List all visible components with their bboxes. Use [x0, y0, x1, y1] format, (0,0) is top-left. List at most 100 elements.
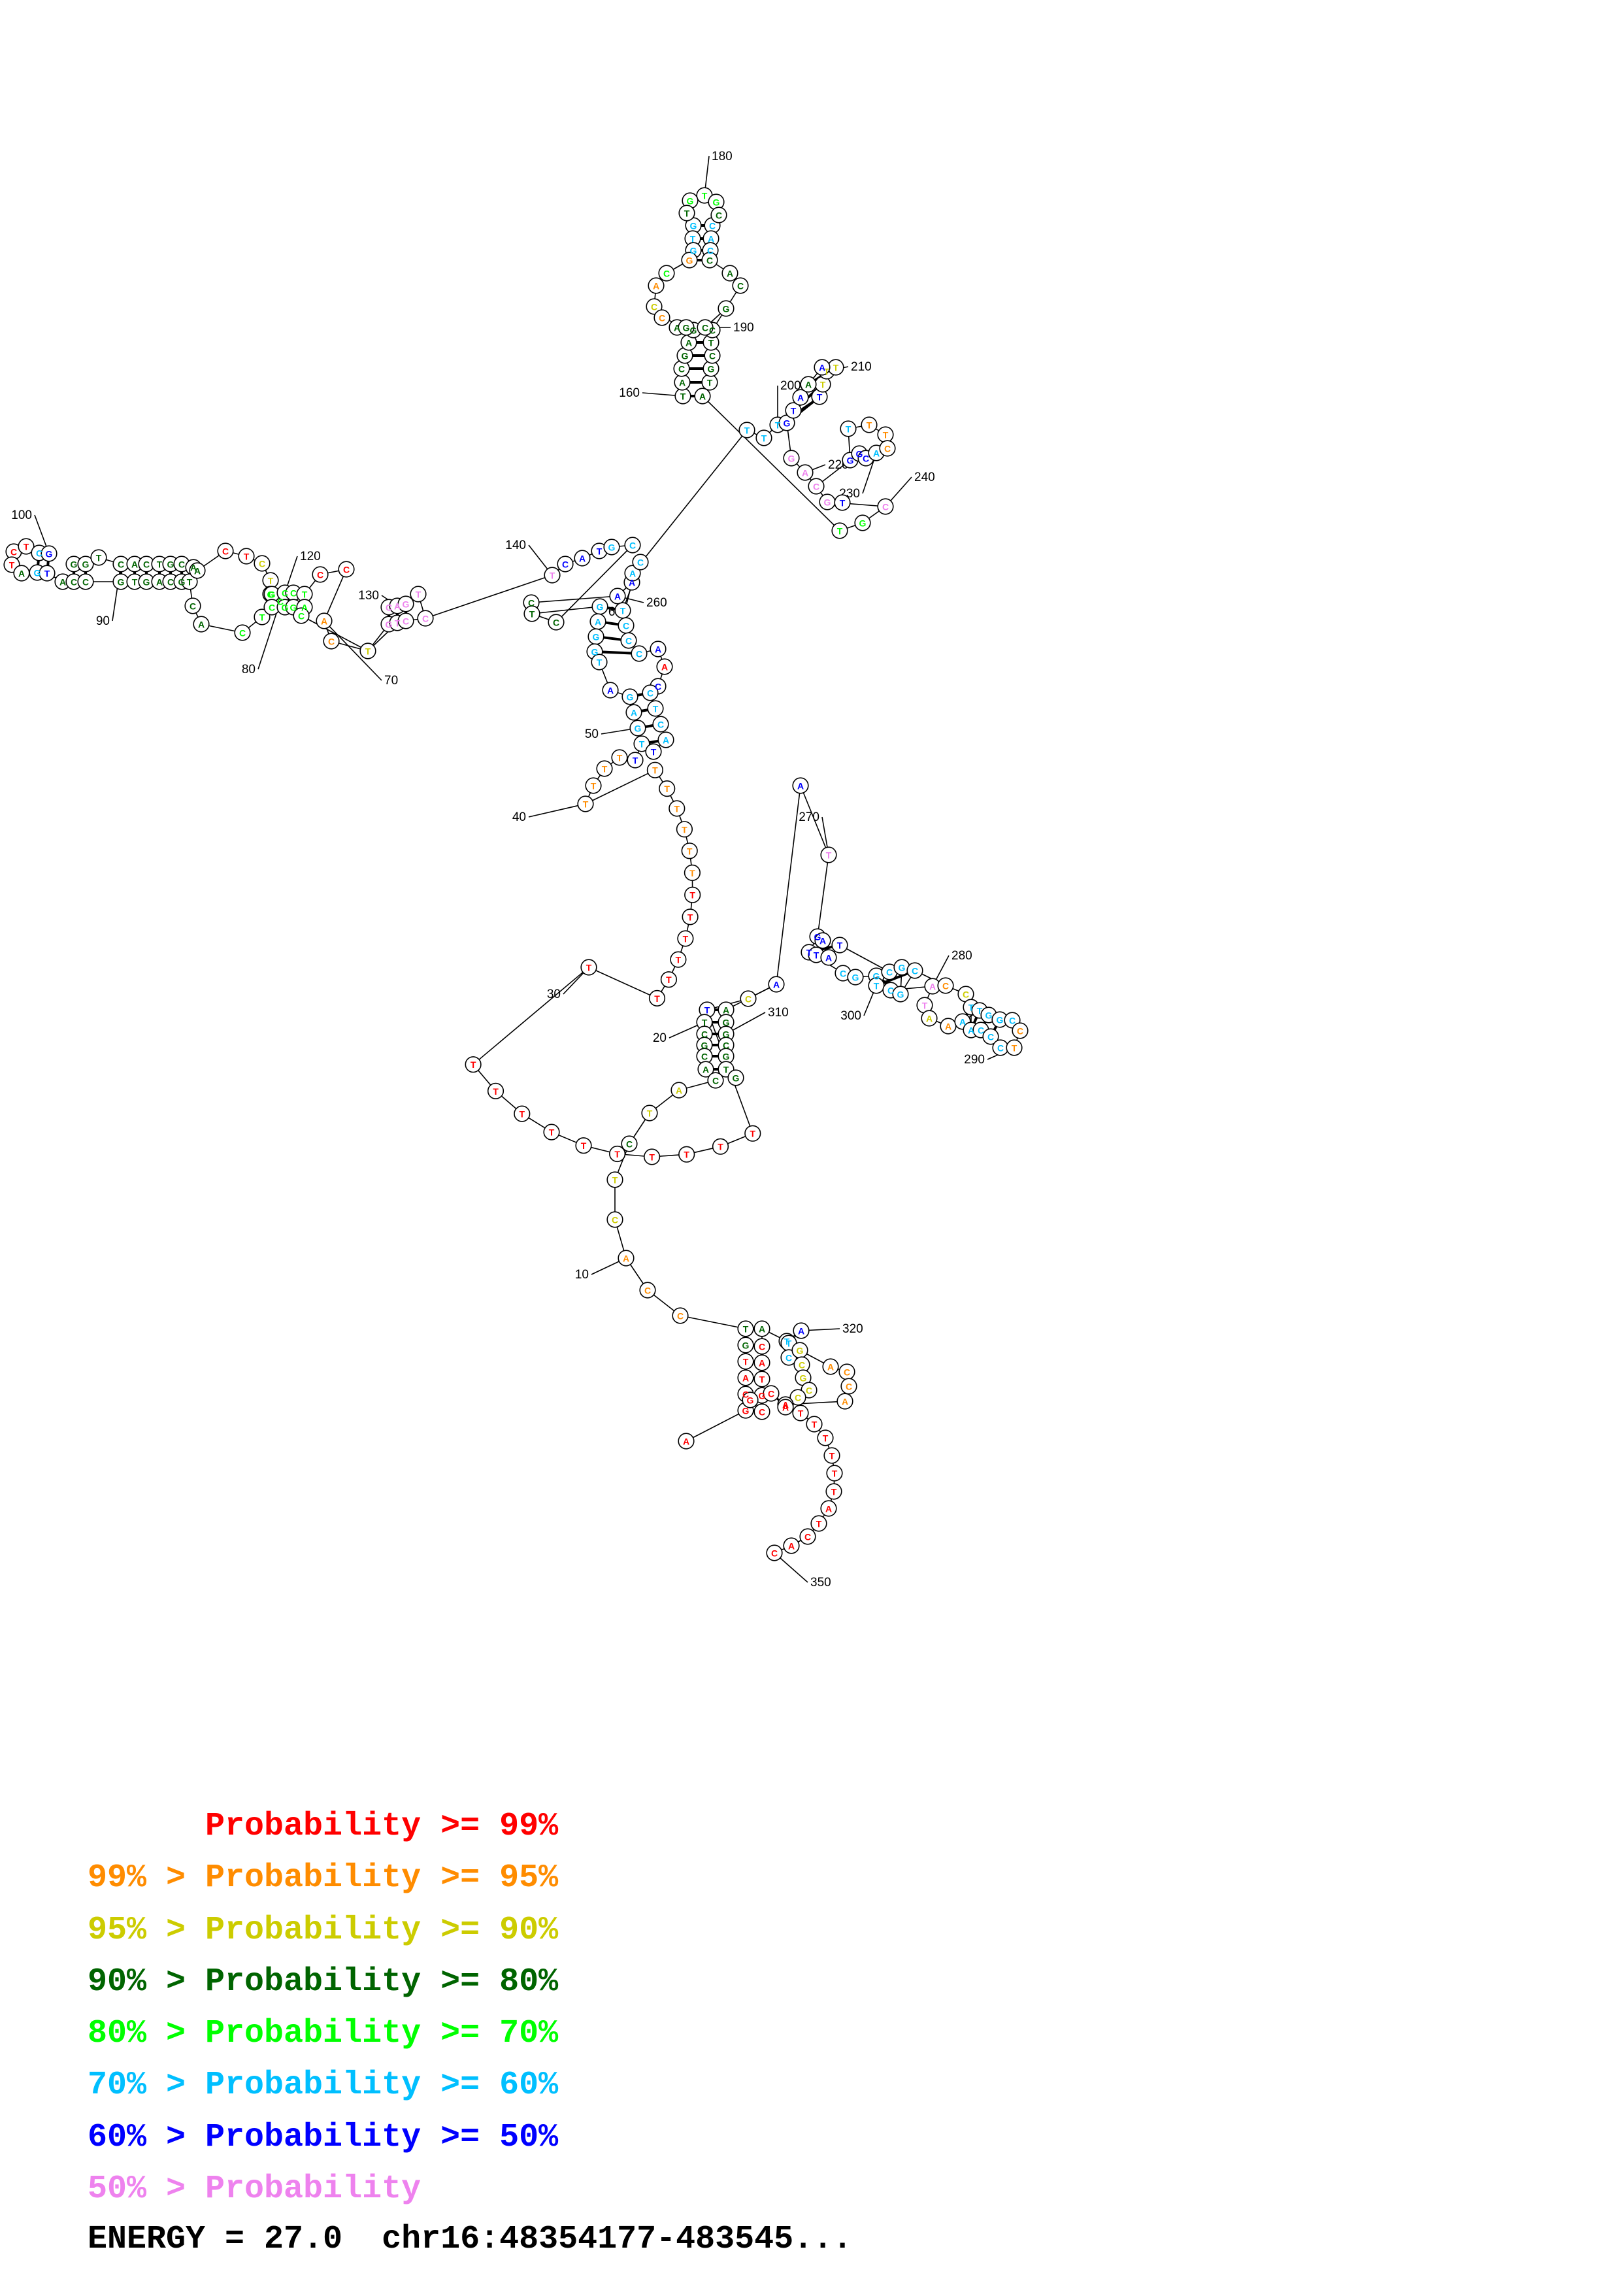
svg-text:A: A	[607, 686, 614, 696]
svg-text:C: C	[799, 1360, 805, 1371]
svg-text:A: A	[968, 1025, 974, 1036]
svg-text:T: T	[620, 606, 626, 616]
svg-text:G: G	[686, 256, 693, 266]
svg-text:A: A	[782, 1403, 789, 1413]
svg-text:T: T	[798, 1408, 804, 1419]
svg-text:350: 350	[810, 1576, 831, 1589]
svg-text:30: 30	[547, 988, 561, 1001]
svg-text:T: T	[874, 981, 880, 991]
svg-text:C: C	[759, 1407, 765, 1418]
svg-text:G: G	[34, 568, 41, 578]
svg-text:A: A	[773, 980, 780, 990]
svg-text:T: T	[708, 338, 714, 348]
svg-text:50: 50	[585, 727, 599, 741]
svg-text:C: C	[882, 502, 889, 512]
svg-text:T: T	[883, 430, 889, 441]
svg-text:C: C	[963, 990, 969, 1000]
svg-text:A: A	[629, 569, 636, 579]
svg-text:C: C	[82, 577, 89, 588]
svg-text:A: A	[194, 566, 201, 576]
svg-text:C: C	[712, 1076, 719, 1086]
svg-text:G: G	[591, 647, 599, 657]
svg-text:C: C	[886, 967, 893, 978]
svg-text:A: A	[929, 982, 936, 992]
svg-text:C: C	[723, 1040, 729, 1051]
svg-text:C: C	[657, 720, 664, 730]
svg-text:T: T	[743, 1357, 749, 1367]
svg-text:T: T	[683, 934, 689, 944]
svg-text:G: G	[690, 246, 697, 256]
svg-text:C: C	[403, 616, 409, 627]
svg-text:C: C	[647, 688, 653, 699]
svg-text:C: C	[716, 210, 722, 221]
svg-text:C: C	[269, 603, 275, 613]
svg-text:T: T	[550, 571, 555, 581]
svg-text:C: C	[912, 966, 918, 976]
svg-text:C: C	[167, 577, 174, 588]
svg-text:C: C	[771, 1548, 778, 1559]
svg-text:T: T	[649, 1152, 655, 1163]
svg-text:C: C	[701, 1029, 708, 1040]
svg-text:C: C	[701, 1052, 708, 1062]
svg-text:T: T	[684, 1150, 689, 1160]
svg-text:G: G	[824, 497, 831, 508]
svg-text:G: G	[683, 323, 690, 333]
svg-text:T: T	[846, 424, 851, 435]
svg-text:A: A	[595, 617, 601, 627]
svg-text:C: C	[987, 1032, 994, 1042]
svg-text:C: C	[71, 577, 77, 588]
svg-text:G: G	[593, 632, 600, 642]
svg-text:C: C	[884, 444, 891, 454]
svg-text:G: G	[800, 1373, 807, 1384]
svg-text:T: T	[806, 948, 812, 958]
svg-text:A: A	[679, 378, 686, 388]
svg-text:C: C	[804, 1532, 811, 1542]
svg-text:G: G	[847, 456, 854, 466]
svg-text:T: T	[682, 824, 687, 835]
svg-text:C: C	[785, 1353, 792, 1363]
svg-text:C: C	[612, 1215, 618, 1225]
svg-text:300: 300	[840, 1009, 861, 1023]
svg-text:T: T	[690, 234, 696, 244]
svg-text:C: C	[840, 969, 846, 979]
svg-text:T: T	[702, 1018, 708, 1028]
svg-text:A: A	[394, 601, 401, 612]
svg-text:T: T	[586, 963, 592, 973]
svg-text:A: A	[623, 1254, 629, 1264]
svg-text:T: T	[187, 577, 193, 588]
svg-text:T: T	[786, 1339, 792, 1349]
svg-text:T: T	[831, 1487, 837, 1497]
svg-text:C: C	[759, 1342, 765, 1352]
svg-text:G: G	[282, 603, 289, 613]
svg-text:T: T	[666, 974, 672, 985]
svg-text:C: C	[625, 636, 632, 646]
svg-text:C: C	[239, 628, 246, 639]
svg-text:T: T	[1012, 1043, 1017, 1054]
svg-text:T: T	[817, 392, 823, 403]
svg-text:C: C	[298, 611, 305, 622]
svg-text:T: T	[684, 208, 690, 219]
svg-text:T: T	[829, 1451, 835, 1461]
svg-text:T: T	[968, 1003, 974, 1013]
svg-text:G: G	[997, 1015, 1004, 1025]
svg-text:G: G	[788, 454, 795, 464]
svg-text:T: T	[744, 425, 750, 436]
svg-text:C: C	[651, 302, 657, 312]
svg-text:140: 140	[505, 539, 526, 552]
svg-text:A: A	[842, 1397, 848, 1407]
svg-text:T: T	[44, 569, 50, 579]
svg-text:A: A	[663, 735, 669, 746]
svg-text:A: A	[579, 554, 586, 564]
svg-text:T: T	[268, 576, 274, 586]
svg-text:G: G	[635, 724, 642, 734]
svg-text:G: G	[687, 196, 694, 207]
svg-text:A: A	[676, 1086, 682, 1096]
svg-text:G: G	[742, 1340, 750, 1351]
svg-text:A: A	[631, 708, 637, 718]
svg-text:T: T	[816, 1519, 822, 1529]
svg-text:G: G	[403, 599, 410, 610]
svg-text:T: T	[617, 753, 623, 763]
svg-text:T: T	[639, 739, 645, 750]
svg-text:A: A	[788, 1541, 795, 1552]
svg-text:G: G	[690, 325, 697, 336]
